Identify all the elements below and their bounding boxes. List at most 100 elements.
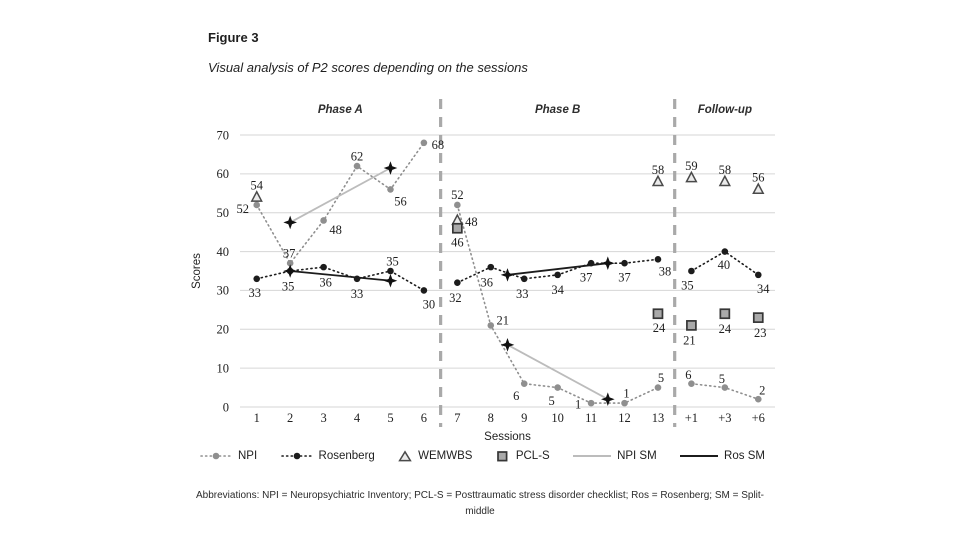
data-label: 52: [236, 202, 249, 216]
x-tick-label: +6: [752, 411, 765, 425]
data-label: 34: [757, 282, 770, 296]
legend-item-rosenberg: Rosenberg: [280, 450, 375, 462]
x-tick-label: 6: [421, 411, 427, 425]
legend-label-pcls: PCL-S: [515, 450, 550, 462]
data-label: 1: [623, 386, 629, 400]
pcls-square-icon: [496, 450, 510, 462]
npi-sm-line-icon: [573, 450, 612, 462]
y-tick-label: 60: [217, 167, 230, 181]
data-label: 36: [319, 275, 332, 289]
series-rosenberg: 33 35 36 33 35 30 32 36 33 34 37 37 38 35 40 34: [248, 248, 770, 312]
series-pcl-s: 46 24 21 24 23: [451, 222, 767, 348]
legend-item-wemwbs: WEMWBS: [398, 450, 472, 462]
series-ros-sm: [283, 256, 615, 288]
x-tick-label: 13: [652, 411, 665, 425]
data-label: 46: [451, 236, 464, 250]
data-label: 5: [549, 394, 555, 408]
legend-label-wemwbs: WEMWBS: [418, 450, 473, 462]
legend-item-pcls: PCL-S: [496, 450, 550, 462]
phase-dividers: Phase A Phase B Follow-up: [318, 99, 752, 427]
sessions-scores-chart: 0 10 20 30 40 50 60 70 Scores Phase A Phase B Follo…: [191, 99, 775, 443]
data-label: 33: [516, 287, 529, 301]
x-tick-label: +1: [685, 411, 698, 425]
data-label: 40: [718, 258, 731, 272]
legend-label-ros-sm: Ros SM: [724, 450, 765, 462]
data-label: 37: [283, 247, 296, 261]
chart-legend: NPI Rosenberg WEMWBS PCL-S NPI SM Ros SM: [200, 450, 765, 462]
data-label: 62: [351, 149, 364, 163]
series-npi-sm: [283, 161, 615, 407]
data-label: 58: [652, 163, 665, 177]
x-tick-label: 10: [551, 411, 564, 425]
data-label: 23: [754, 326, 767, 340]
data-label: 32: [449, 291, 462, 305]
x-tick-label: 9: [521, 411, 527, 425]
data-label: 5: [719, 372, 725, 386]
data-label: 59: [685, 159, 698, 173]
data-label: 2: [759, 384, 765, 398]
x-tick-label: 11: [585, 411, 597, 425]
data-label: 36: [481, 275, 494, 289]
y-tick-label: 20: [217, 323, 230, 337]
figure-title: Visual analysis of P2 scores depending o…: [208, 60, 528, 75]
data-label: 48: [329, 223, 342, 237]
data-label: 33: [351, 287, 364, 301]
data-label: 5: [658, 371, 664, 385]
legend-item-npi-sm: NPI SM: [573, 450, 657, 462]
footnote-line1: Abbreviations: NPI = Neuropsychiatric In…: [195, 490, 764, 501]
legend-item-npi: NPI: [200, 450, 257, 462]
data-label: 58: [719, 163, 732, 177]
phase-header: Follow-up: [698, 104, 752, 116]
data-label: 35: [681, 278, 694, 292]
data-label: 56: [394, 195, 407, 209]
x-tick-label: 3: [320, 411, 326, 425]
data-label: 21: [497, 314, 510, 328]
x-tick-label: 5: [387, 411, 393, 425]
x-tick-label: 4: [354, 411, 361, 425]
abbreviations-footnote: Abbreviations: NPI = Neuropsychiatric In…: [170, 488, 790, 520]
data-label: 35: [386, 254, 399, 268]
phase-header: Phase A: [318, 104, 363, 116]
gridlines: 0 10 20 30 40 50 60 70: [217, 128, 775, 414]
series-wemwbs: 54 48 58 59 58 56: [250, 159, 764, 229]
data-label: 1: [575, 397, 581, 411]
legend-label-npi: NPI: [238, 450, 258, 462]
legend-label-npi-sm: NPI SM: [617, 450, 657, 462]
x-axis-title: Sessions: [484, 431, 531, 443]
x-tick-label: 2: [287, 411, 293, 425]
data-label: 35: [282, 279, 295, 293]
data-label: 24: [719, 322, 732, 336]
data-label: 38: [659, 265, 672, 279]
x-tick-label: 1: [254, 411, 260, 425]
data-label: 30: [423, 298, 436, 312]
data-label: 48: [465, 215, 478, 229]
wemwbs-triangle-icon: [398, 450, 412, 462]
y-tick-label: 70: [217, 128, 230, 142]
ros-sm-line-icon: [680, 450, 719, 462]
y-tick-label: 50: [217, 206, 230, 220]
y-tick-label: 10: [217, 361, 230, 375]
figure-label: Figure 3: [208, 30, 259, 45]
data-label: 54: [250, 178, 263, 192]
x-tick-label: 12: [618, 411, 631, 425]
data-label: 37: [580, 271, 593, 285]
y-axis-title: Scores: [191, 253, 203, 289]
data-label: 56: [752, 171, 765, 185]
data-label: 37: [618, 271, 631, 285]
x-tick-label: 8: [488, 411, 494, 425]
data-label: 33: [248, 286, 261, 300]
footnote-line2: middle: [465, 506, 495, 517]
y-tick-label: 0: [223, 400, 229, 414]
data-label: 68: [432, 138, 445, 152]
data-label: 6: [513, 389, 519, 403]
data-label: 24: [653, 321, 666, 335]
rosenberg-dotted-marker-icon: [280, 450, 313, 462]
data-label: 6: [685, 368, 691, 382]
phase-header: Phase B: [535, 104, 580, 116]
data-label: 34: [551, 283, 564, 297]
y-tick-label: 40: [217, 245, 230, 259]
y-tick-label: 30: [217, 284, 230, 298]
